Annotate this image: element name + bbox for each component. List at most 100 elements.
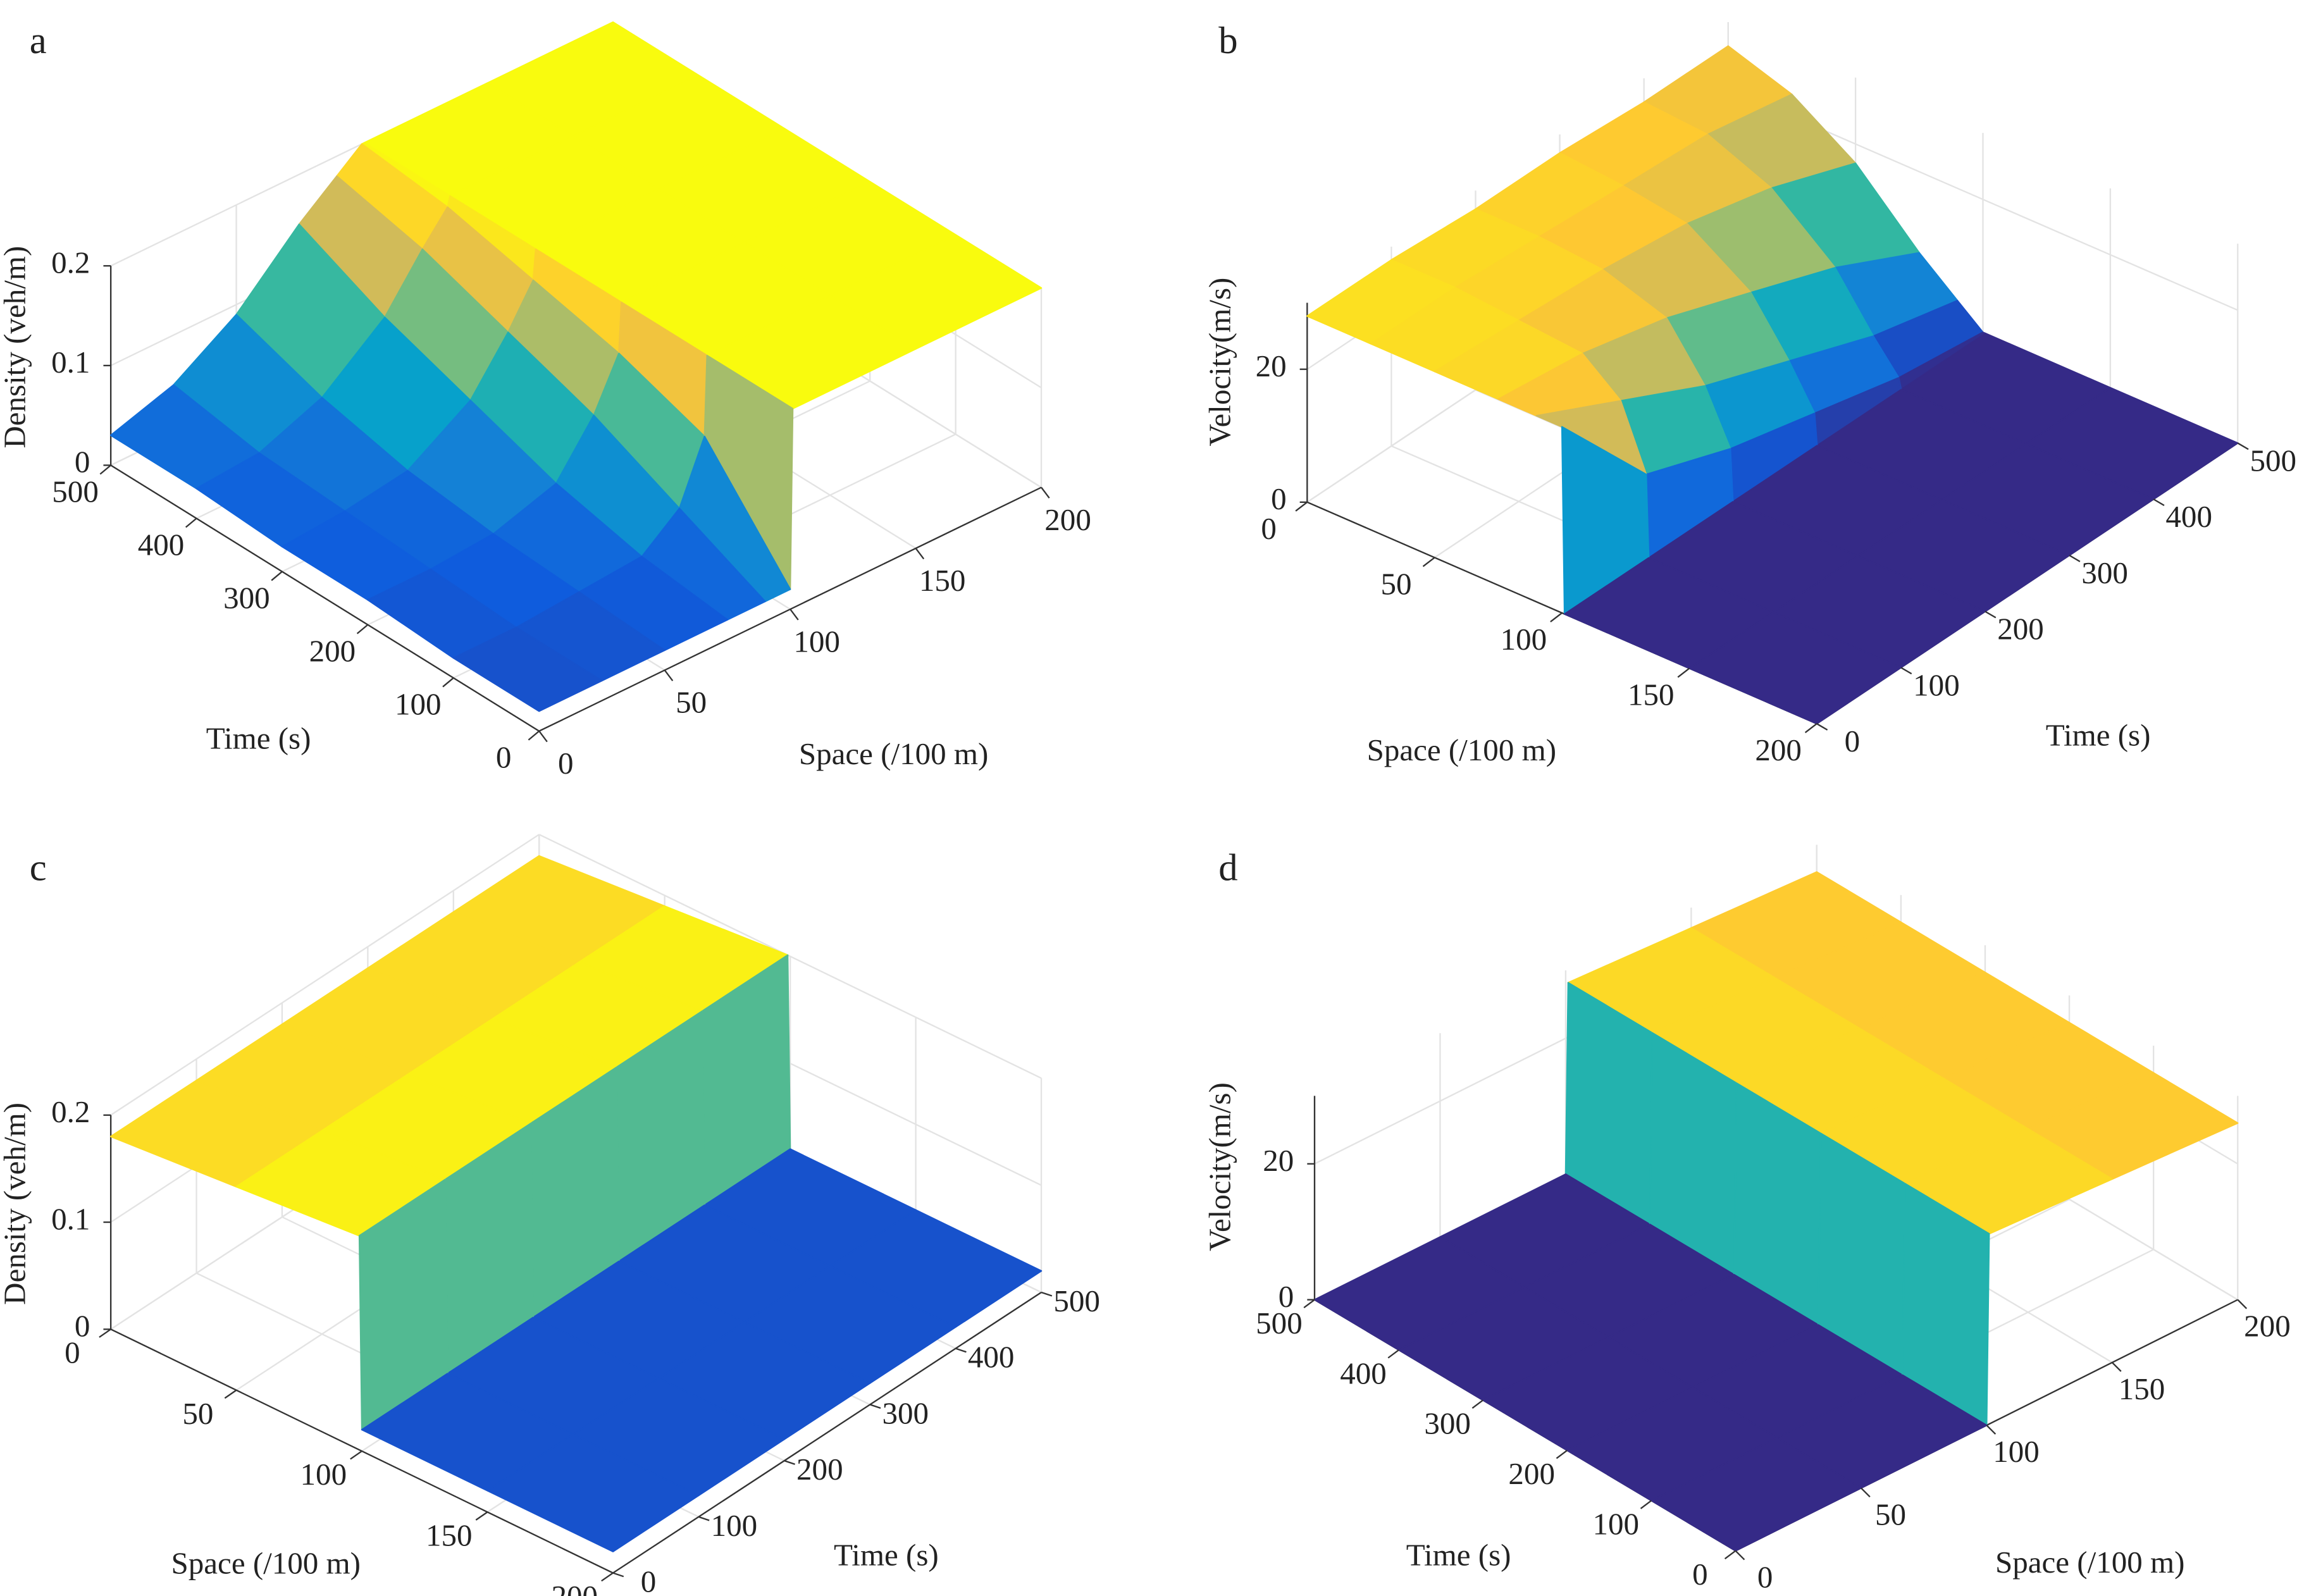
y-tick: [2069, 554, 2081, 562]
x-tick-label: 50: [1380, 566, 1411, 601]
y-tick-label: 400: [138, 527, 185, 562]
surface-patch: [1650, 1437, 1862, 1552]
y-axis-title: Time (s): [834, 1537, 939, 1572]
x-tick: [1861, 1487, 1871, 1498]
panel-label: b: [1218, 20, 1237, 62]
y-tick-label: 300: [2081, 555, 2128, 590]
y-tick: [271, 571, 283, 581]
x-axis-title: Space (/100 m): [1995, 1545, 2184, 1580]
y-tick-label: 400: [968, 1340, 1015, 1375]
y-axis-title: Time (s): [2046, 718, 2151, 753]
y-tick: [1640, 1500, 1652, 1509]
y-tick-label: 300: [882, 1395, 929, 1430]
x-tick: [1041, 486, 1050, 498]
y-tick-label: 500: [1256, 1306, 1303, 1340]
x-axis-title: Space (/100 m): [799, 736, 988, 771]
z-axis-title: Velocity(m/s): [1202, 1082, 1237, 1251]
x-tick-label: 150: [919, 563, 966, 598]
x-tick-label: 0: [558, 746, 574, 781]
y-tick: [869, 1404, 881, 1409]
z-axis-title: Density (veh/m): [0, 1103, 32, 1305]
y-axis-title: Time (s): [1406, 1537, 1511, 1572]
panel-label: d: [1218, 846, 1237, 889]
x-tick-label: 100: [1501, 622, 1547, 657]
y-tick: [442, 677, 454, 688]
y-tick: [698, 1516, 710, 1521]
z-tick-label: 0: [1279, 1279, 1294, 1314]
y-tick: [99, 464, 111, 475]
x-tick-label: 150: [426, 1518, 473, 1553]
y-tick: [1556, 1449, 1568, 1459]
y-tick-label: 0: [1845, 724, 1861, 758]
x-tick: [2111, 1362, 2122, 1372]
y-tick-label: 200: [796, 1452, 843, 1487]
x-tick: [1735, 1550, 1745, 1561]
x-tick: [538, 731, 548, 743]
x-tick-label: 100: [1993, 1434, 2040, 1469]
x-tick-label: 100: [793, 624, 840, 659]
x-tick-label: 50: [182, 1396, 213, 1431]
y-tick-label: 400: [1340, 1356, 1387, 1390]
x-tick: [664, 669, 674, 681]
x-axis-title: Space (/100 m): [171, 1545, 361, 1580]
x-tick: [1550, 612, 1563, 622]
surface-patch: [486, 1433, 700, 1552]
z-axis-title: Density (veh/m): [0, 246, 32, 448]
panel-label: a: [30, 20, 47, 62]
z-tick-label: 0: [75, 1309, 90, 1344]
x-tick-label: 0: [1261, 511, 1277, 546]
y-tick: [1900, 667, 1912, 675]
x-tick-label: 0: [65, 1335, 80, 1370]
y-tick-label: 500: [1053, 1284, 1100, 1318]
y-tick-label: 300: [1424, 1406, 1471, 1441]
x-tick: [350, 1450, 362, 1460]
z-tick-label: 0.1: [51, 345, 90, 380]
panel-label: c: [30, 846, 47, 889]
x-tick: [99, 1328, 111, 1338]
x-tick-label: 150: [2119, 1371, 2165, 1406]
x-tick: [224, 1389, 237, 1399]
y-tick-label: 500: [2250, 443, 2297, 478]
y-tick-label: 500: [52, 474, 99, 509]
x-tick: [2237, 1299, 2248, 1309]
x-tick-label: 200: [1755, 733, 1802, 767]
y-tick: [356, 624, 369, 634]
z-tick-label: 0.2: [51, 1094, 90, 1129]
y-tick-label: 0: [641, 1564, 657, 1596]
x-tick-label: 200: [2244, 1309, 2291, 1344]
z-axis-title: Velocity(m/s): [1202, 278, 1237, 447]
y-tick: [1816, 723, 1828, 731]
x-tick-label: 50: [676, 685, 707, 720]
x-tick-label: 200: [1044, 502, 1091, 537]
y-tick-label: 100: [1913, 667, 1960, 702]
y-tick: [1471, 1399, 1483, 1409]
x-tick: [475, 1511, 488, 1521]
y-tick: [185, 517, 197, 528]
y-tick-label: 400: [2165, 499, 2212, 534]
y-tick: [955, 1347, 967, 1353]
x-tick: [1986, 1425, 1997, 1435]
panel: b 0 50 100 150 200 0 100 200 300 400 500 0 20 Space (/…: [1202, 20, 2296, 767]
y-tick-label: 200: [1997, 612, 2044, 646]
x-axis-title: Space (/100 m): [1367, 733, 1556, 767]
y-tick-label: 100: [1593, 1506, 1640, 1541]
y-tick-label: 100: [395, 687, 442, 722]
y-tick: [1041, 1291, 1053, 1297]
y-tick-label: 200: [309, 634, 356, 669]
x-tick-label: 200: [551, 1579, 598, 1596]
grid-line: [538, 834, 1042, 1079]
y-tick-label: 0: [496, 740, 512, 775]
y-tick: [2237, 442, 2249, 450]
y-tick: [528, 730, 540, 741]
z-tick-label: 0.2: [51, 245, 90, 280]
y-tick: [1303, 1299, 1315, 1309]
z-tick-label: 0: [75, 445, 90, 479]
x-tick: [1422, 557, 1435, 567]
panel: a050100150200010020030040050000.10.2Spac…: [0, 20, 1091, 781]
y-axis: [110, 464, 540, 732]
panel: c 0 50 100 150 200 0 100 200 300 400 500 0 0.1 0.2 Spac…: [0, 834, 1100, 1596]
y-tick: [2153, 498, 2165, 506]
y-tick-label: 300: [223, 581, 270, 616]
